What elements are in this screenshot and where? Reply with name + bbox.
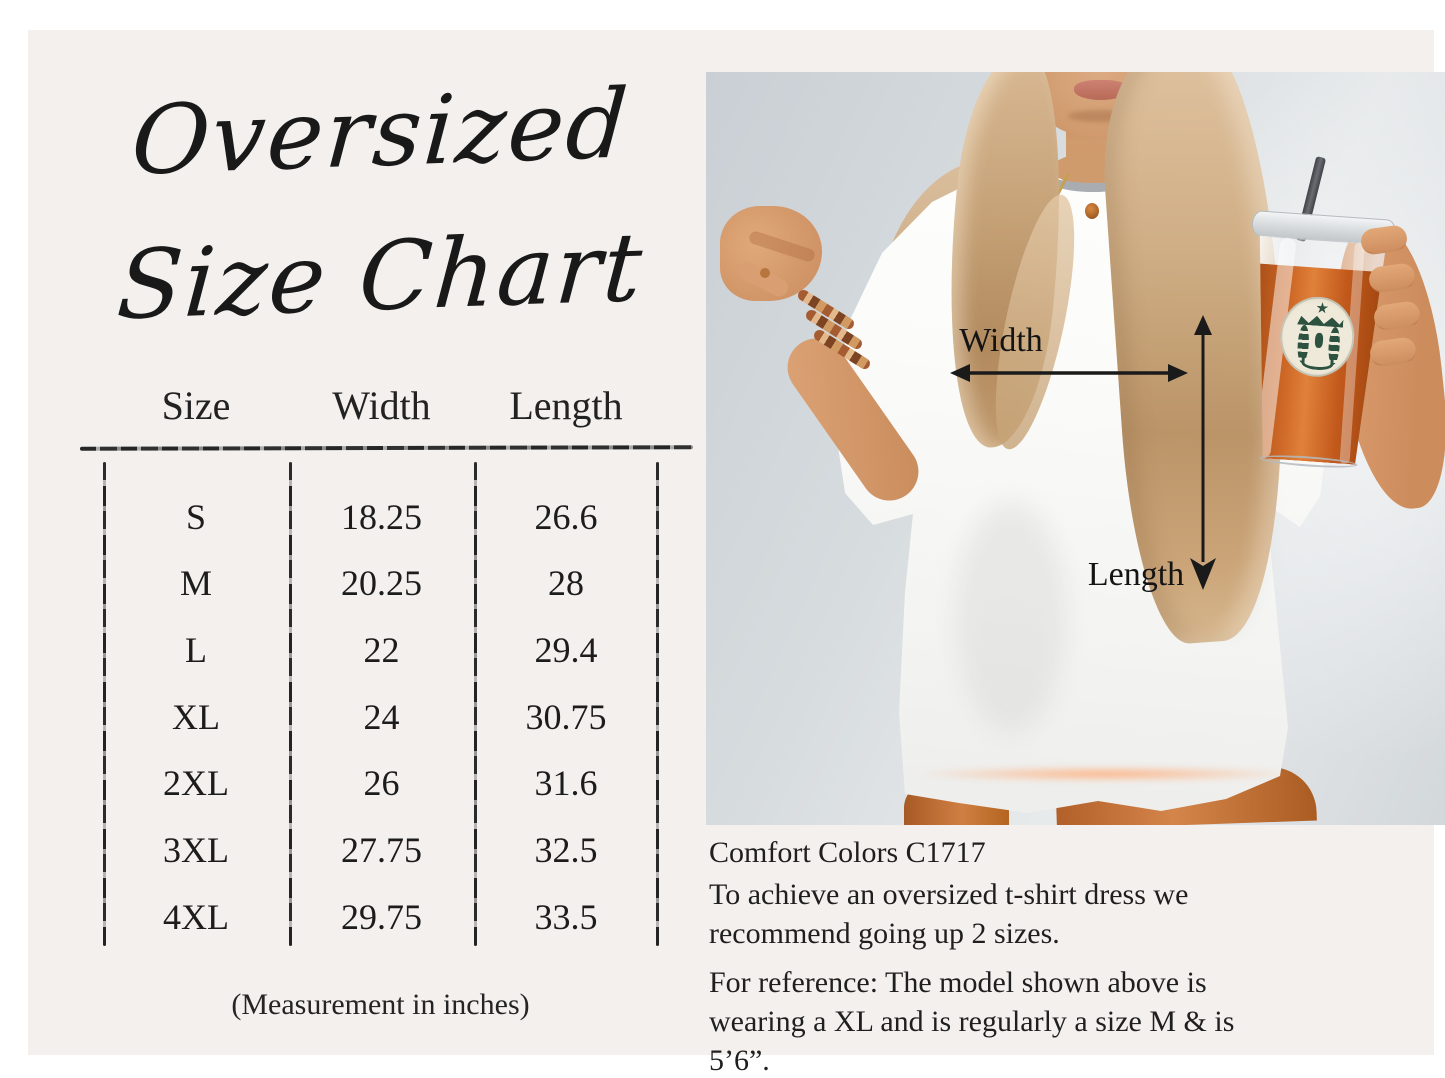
width-cell: 29.75	[341, 897, 422, 937]
size-chart-card: Oversized Size Chart Size Width Length S…	[28, 30, 1445, 1077]
size-cell: M	[179, 563, 212, 603]
size-cell: 2XL	[163, 763, 229, 803]
length-arrow-icon	[1190, 315, 1216, 590]
width-arrow-icon	[950, 364, 1188, 382]
table-vertical-rule	[656, 462, 659, 946]
size-cell: XL	[172, 697, 220, 737]
model-reference-line: wearing a XL and is regularly a size M &…	[709, 1005, 1235, 1038]
table-row: 3XL 27.75 32.5	[28, 828, 708, 872]
length-cell: 30.75	[525, 697, 607, 737]
width-cell: 26	[363, 763, 400, 803]
length-cell: 31.6	[534, 763, 598, 803]
width-cell: 20.25	[341, 563, 422, 603]
length-cell: 33.5	[534, 897, 598, 937]
table-row: XL 24 30.75	[28, 695, 708, 739]
size-cell: S	[185, 497, 207, 537]
model-reference-line: For reference: The model shown above is	[709, 966, 1207, 999]
model-reference-line: 5’6”.	[709, 1044, 770, 1077]
measurement-note: (Measurement in inches)	[231, 988, 530, 1021]
page-title-line-1: Oversized	[128, 69, 633, 197]
hem-rim-light	[916, 766, 1296, 782]
length-cell: 29.4	[534, 630, 598, 670]
length-cell: 32.5	[534, 830, 598, 870]
table-row: S 18.25 26.6	[28, 495, 708, 539]
table-vertical-rule	[289, 462, 292, 946]
page-title-line-2: Size Chart	[113, 212, 648, 342]
table-top-rule	[79, 445, 694, 451]
table-vertical-rule	[103, 462, 106, 946]
necklace-pendant	[1085, 203, 1099, 219]
model-photo: Width Length	[706, 72, 1445, 825]
sizing-tip-line: recommend going up 2 sizes.	[709, 917, 1060, 950]
table-vertical-rule	[474, 462, 477, 946]
length-arrow-label: Length	[1087, 556, 1185, 593]
width-cell: 22	[363, 630, 400, 670]
width-cell: 18.25	[341, 497, 422, 537]
size-cell: 3XL	[163, 830, 229, 870]
length-cell: 28	[548, 563, 584, 603]
column-header-length: Length	[509, 383, 623, 428]
width-cell: 27.75	[341, 830, 422, 870]
measurement-arrows	[950, 315, 1216, 590]
table-row: 4XL 29.75 33.5	[28, 895, 708, 939]
sizing-tip-line: To achieve an oversized t-shirt dress we	[709, 878, 1189, 911]
column-header-size: Size	[161, 383, 231, 428]
size-cell: 4XL	[163, 897, 229, 937]
model-lips	[1074, 80, 1128, 100]
product-name: Comfort Colors C1717	[709, 836, 986, 869]
ring	[760, 268, 770, 278]
length-cell: 26.6	[534, 497, 598, 537]
table-row: 2XL 26 31.6	[28, 761, 708, 805]
size-cell: L	[185, 630, 207, 670]
table-row: L 22 29.4	[28, 628, 708, 672]
table-row: M 20.25 28	[28, 561, 708, 605]
shirt-fold-shadow	[956, 502, 1066, 732]
column-header-width: Width	[332, 383, 431, 428]
width-arrow-label: Width	[959, 322, 1043, 359]
width-cell: 24	[363, 697, 400, 737]
